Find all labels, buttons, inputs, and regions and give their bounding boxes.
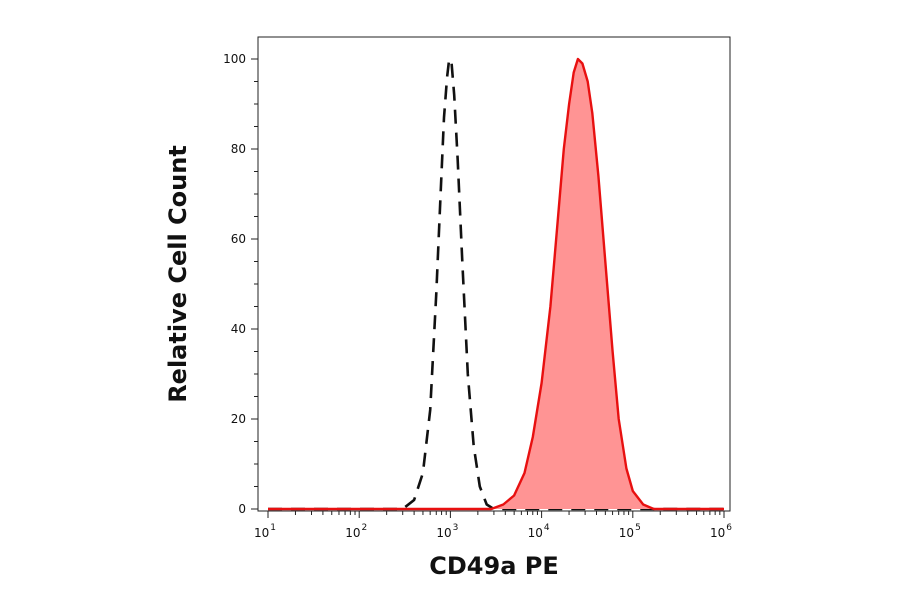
plot-frame [257, 36, 731, 512]
series-layer [268, 57, 724, 511]
y-tick-label: 80 [231, 142, 246, 156]
x-tick-label: 106 [710, 523, 732, 540]
y-tick-label: 100 [223, 52, 246, 66]
y-tick-label: 0 [238, 502, 246, 516]
x-tick-label: 102 [345, 523, 367, 540]
x-axis-title: CD49a PE [429, 552, 558, 580]
y-axis-title: Relative Cell Count [164, 145, 192, 403]
y-tick-label: 60 [231, 232, 246, 246]
y-tick-label: 40 [231, 322, 246, 336]
ticks-layer [251, 58, 725, 518]
series-1-fill [268, 59, 724, 509]
series-1-line [268, 57, 724, 511]
x-tick-label: 103 [436, 523, 458, 540]
x-tick-label: 101 [254, 523, 276, 540]
x-tick-label: 104 [528, 523, 550, 540]
y-tick-label: 20 [231, 412, 246, 426]
labels-layer: 101 102 103 104 105 106 0 20 40 60 80 100 [223, 52, 732, 540]
series-0-line [268, 57, 724, 511]
x-tick-label: 105 [619, 523, 641, 540]
